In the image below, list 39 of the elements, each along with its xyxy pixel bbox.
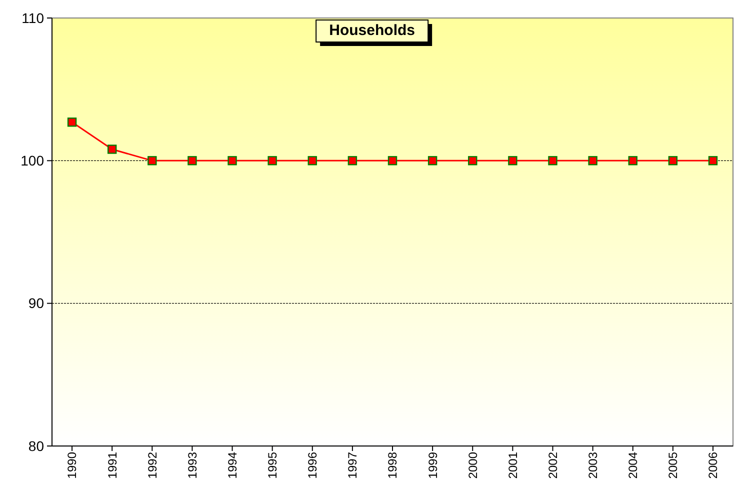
point <box>308 156 317 166</box>
point <box>708 156 718 166</box>
x-tick-label: 1995 <box>266 452 280 479</box>
point <box>428 156 438 166</box>
point <box>628 156 638 166</box>
point <box>388 156 398 166</box>
x-tick-label: 2004 <box>626 452 640 479</box>
x-tick-label: 1990 <box>65 452 80 479</box>
point <box>228 156 237 166</box>
x-tick-label: 1994 <box>225 452 240 479</box>
x-tick-label: 2005 <box>666 452 680 479</box>
y-tick-label: 110 <box>22 10 44 26</box>
x-tick-label: 2000 <box>466 452 480 479</box>
point <box>67 118 77 127</box>
point <box>588 156 598 166</box>
point <box>348 156 358 166</box>
point <box>148 156 157 166</box>
x-tick-label: 1996 <box>306 452 320 479</box>
point <box>188 156 197 166</box>
x-tick-label: 2001 <box>506 452 520 479</box>
x-tick-label: 1991 <box>105 452 120 479</box>
point <box>668 156 678 166</box>
x-tick-label: 1997 <box>346 452 360 479</box>
chart-title: Households <box>329 22 415 39</box>
x-tick-label: 1998 <box>386 452 400 479</box>
point <box>107 144 117 154</box>
x-tick-label: 1993 <box>185 452 200 479</box>
y-tick-label: 90 <box>28 295 44 312</box>
point <box>468 156 478 166</box>
x-tick-label: 1999 <box>426 452 440 479</box>
point <box>268 156 277 166</box>
y-tick-label: 80 <box>28 438 44 454</box>
point <box>548 156 558 166</box>
x-tick-label: 2002 <box>546 452 560 479</box>
y-tick-label: 100 <box>20 152 44 169</box>
point <box>508 156 518 166</box>
x-tick-label: 2003 <box>586 452 600 479</box>
x-tick-label: 2006 <box>706 452 720 479</box>
x-tick-label: 1992 <box>145 452 160 479</box>
